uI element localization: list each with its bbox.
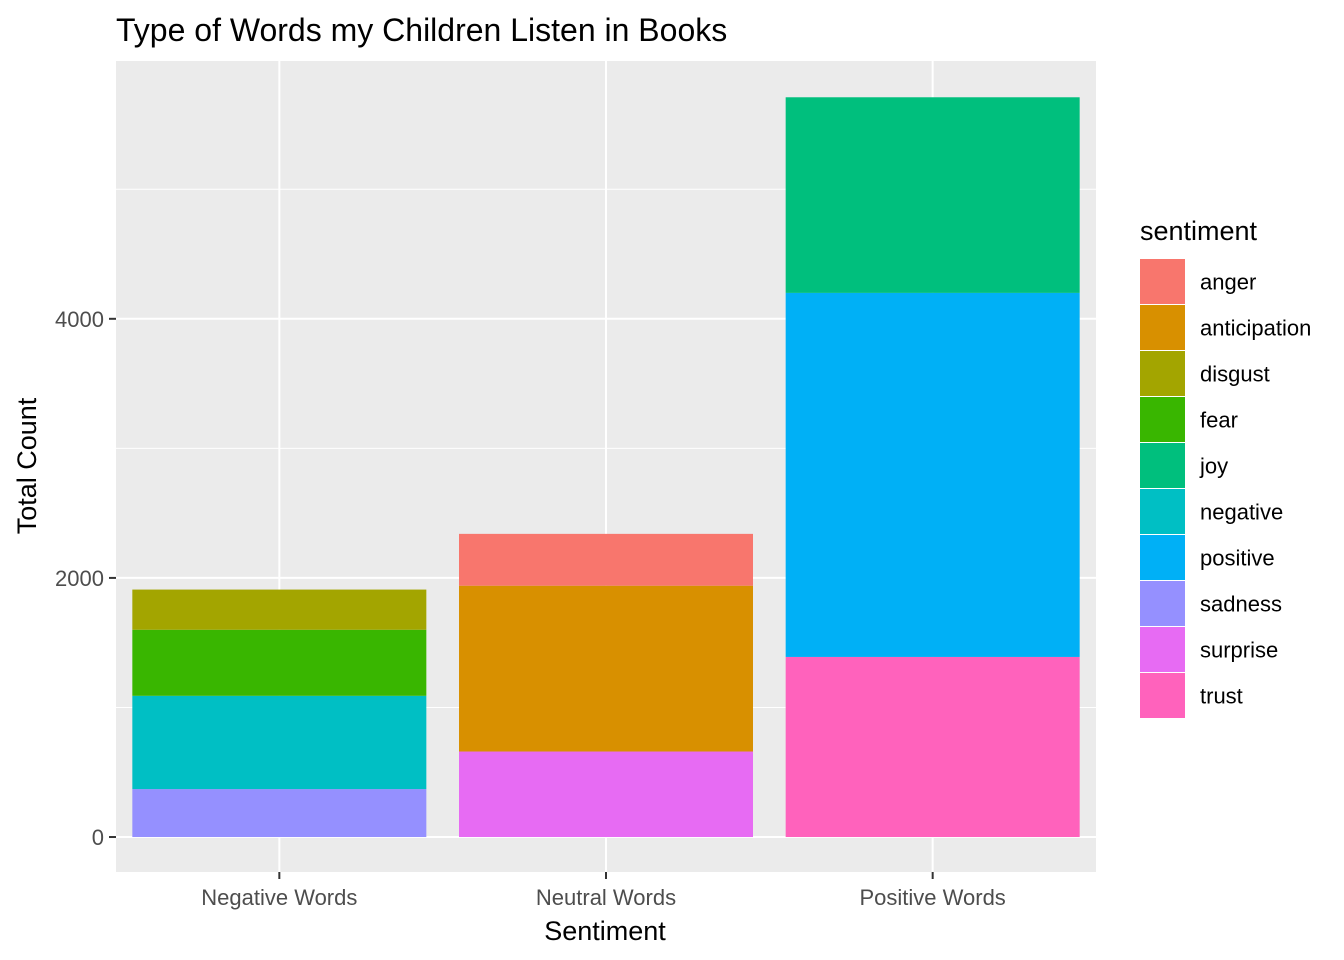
legend-label: disgust	[1200, 362, 1270, 387]
legend-label: anger	[1200, 270, 1256, 295]
legend-label: fear	[1200, 408, 1238, 433]
bar-segment-joy	[785, 97, 1080, 293]
x-tick-label: Positive Words	[860, 885, 1006, 910]
legend-key-anticipation	[1140, 305, 1185, 350]
legend-label: anticipation	[1200, 316, 1311, 341]
y-tick-label: 0	[92, 825, 104, 850]
legend-key-joy	[1140, 443, 1185, 488]
legend-key-negative	[1140, 489, 1185, 534]
bar-segment-trust	[785, 656, 1080, 838]
bar-segment-positive	[785, 292, 1080, 657]
legend-label: sadness	[1200, 592, 1282, 617]
legend-title: sentiment	[1140, 216, 1258, 246]
legend-label: trust	[1200, 684, 1243, 709]
bars	[132, 97, 1080, 838]
legend-key-fear	[1140, 397, 1185, 442]
bar-segment-sadness	[132, 789, 427, 838]
x-tick-label: Negative Words	[201, 885, 357, 910]
legend-key-positive	[1140, 535, 1185, 580]
bar-segment-surprise	[459, 751, 753, 838]
legend: sentiment anger anticipation disgust fear jo…	[1140, 216, 1311, 718]
bar-segment-disgust	[132, 589, 427, 630]
bar-segment-negative	[132, 695, 427, 790]
legend-key-anger	[1140, 259, 1185, 304]
bar-segment-anger	[459, 533, 753, 586]
y-axis-title: Total Count	[12, 397, 42, 534]
bar-segment-anticipation	[459, 585, 753, 752]
chart-title: Type of Words my Children Listen in Book…	[116, 12, 727, 48]
legend-label: negative	[1200, 500, 1283, 525]
legend-label: joy	[1199, 454, 1228, 479]
axes: 0 2000 4000 Negative Words Neutral Words Posi…	[55, 307, 1006, 910]
legend-label: positive	[1200, 546, 1275, 571]
bar-segment-fear	[132, 629, 427, 696]
y-tick-label: 4000	[55, 307, 104, 332]
legend-key-sadness	[1140, 581, 1185, 626]
legend-key-disgust	[1140, 351, 1185, 396]
y-tick-label: 2000	[55, 566, 104, 591]
legend-key-surprise	[1140, 627, 1185, 672]
legend-label: surprise	[1200, 638, 1278, 663]
x-axis-title: Sentiment	[544, 916, 666, 946]
legend-key-trust	[1140, 673, 1185, 718]
x-tick-label: Neutral Words	[536, 885, 676, 910]
